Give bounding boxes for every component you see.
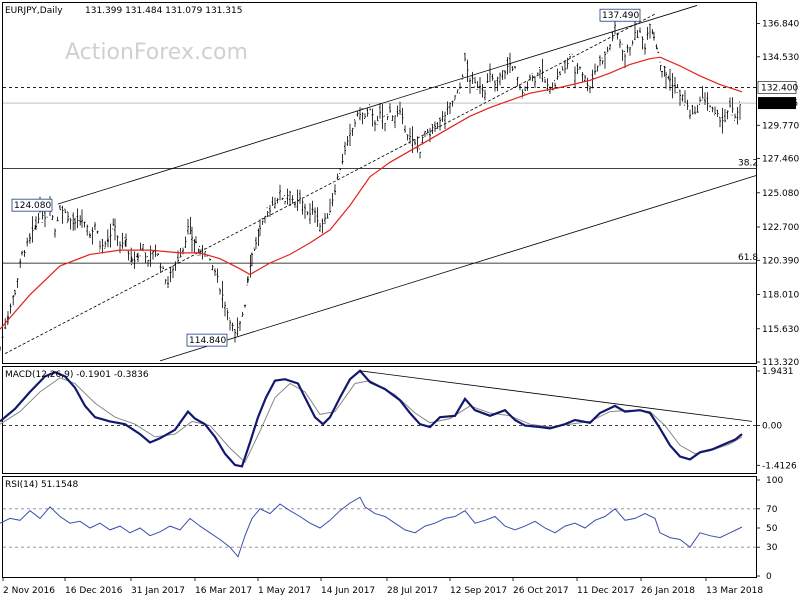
- rsi-title: RSI(14) 51.1548: [5, 480, 78, 490]
- macd-line: [0, 369, 743, 468]
- rsi-plot: [0, 496, 756, 558]
- rsi-panel: [2, 476, 757, 578]
- x-tick-label: 2 Nov 2016: [3, 586, 55, 596]
- axes: 132.400 136.840 134.530 129.770 127.460 125.0…: [2, 20, 799, 596]
- rsi-line: [0, 496, 743, 558]
- x-tick-label: 12 Sep 2017: [450, 586, 507, 596]
- rsi-tick-label: 0: [766, 572, 772, 582]
- rsi-tick-label: 100: [766, 476, 783, 486]
- price-tick-label: 129.770: [762, 121, 799, 131]
- x-tick-label: 28 Jul 2017: [387, 586, 438, 596]
- rsi-tick-label: 30: [766, 543, 778, 553]
- price-tick-label: 125.080: [762, 189, 799, 199]
- price-annotation-box: [599, 8, 641, 22]
- macd-tick-label: -1.4126: [762, 461, 797, 471]
- price-plot: 38.2 61.8 137.490 124.080 114.840: [0, 5, 758, 362]
- rsi-tick-label: 50: [766, 524, 778, 534]
- macd-tick-label: 1.9431: [762, 367, 794, 377]
- price-annotation: 114.840: [189, 336, 226, 346]
- price-tick-label: 127.460: [762, 155, 799, 165]
- price-panel: [2, 2, 757, 364]
- x-tick-label: 11 Dec 2017: [577, 586, 635, 596]
- channel-line: [4, 13, 656, 355]
- macd-trendline: [359, 370, 753, 422]
- current-price-label: 131.315: [761, 99, 798, 109]
- x-tick-label: 31 Jan 2017: [131, 586, 185, 596]
- macd-tick-label: 0.00: [762, 422, 782, 432]
- x-tick-label: 1 May 2017: [258, 586, 311, 596]
- channel-line: [159, 174, 758, 362]
- x-tick-label: 16 Mar 2017: [195, 586, 252, 596]
- watermark: ActionForex.com: [65, 40, 248, 65]
- x-tick-label: 16 Dec 2016: [65, 586, 123, 596]
- current-price-box: [758, 97, 796, 110]
- x-tick-label: 26 Jan 2018: [641, 586, 695, 596]
- price-annotation-box: [186, 333, 228, 347]
- rsi-tick-label: 70: [766, 505, 778, 515]
- price-tick-label: 115.630: [762, 325, 799, 335]
- x-tick-label: 13 Mar 2018: [706, 586, 763, 596]
- fib-label: 38.2: [738, 158, 758, 168]
- level-label-box: [757, 81, 797, 94]
- level-label: 132.400: [761, 83, 798, 93]
- x-tick-label: 26 Oct 2017: [513, 586, 569, 596]
- macd-title: MACD(12,26,9) -0.1901 -0.3836: [5, 370, 149, 380]
- price-tick-label: 120.390: [762, 256, 799, 266]
- macd-plot: [0, 369, 756, 468]
- price-tick-label: 122.700: [762, 223, 799, 233]
- price-annotation: 124.080: [14, 201, 51, 211]
- channel-line: [57, 5, 698, 205]
- price-tick-label: 113.320: [762, 358, 799, 368]
- price-tick-label: 118.010: [762, 291, 799, 301]
- fib-label: 61.8: [738, 253, 758, 263]
- price-annotation-box: [11, 198, 53, 212]
- price-tick-label: 136.840: [762, 20, 799, 30]
- moving-average-line: [0, 56, 743, 330]
- price-tick-label: 134.530: [762, 53, 799, 63]
- header-ohlc: 131.399 131.484 131.079 131.315: [85, 6, 242, 16]
- header-symbol: EURJPY,Daily: [5, 6, 63, 16]
- x-tick-label: 14 Jun 2017: [321, 586, 375, 596]
- price-annotation: 137.490: [602, 11, 639, 21]
